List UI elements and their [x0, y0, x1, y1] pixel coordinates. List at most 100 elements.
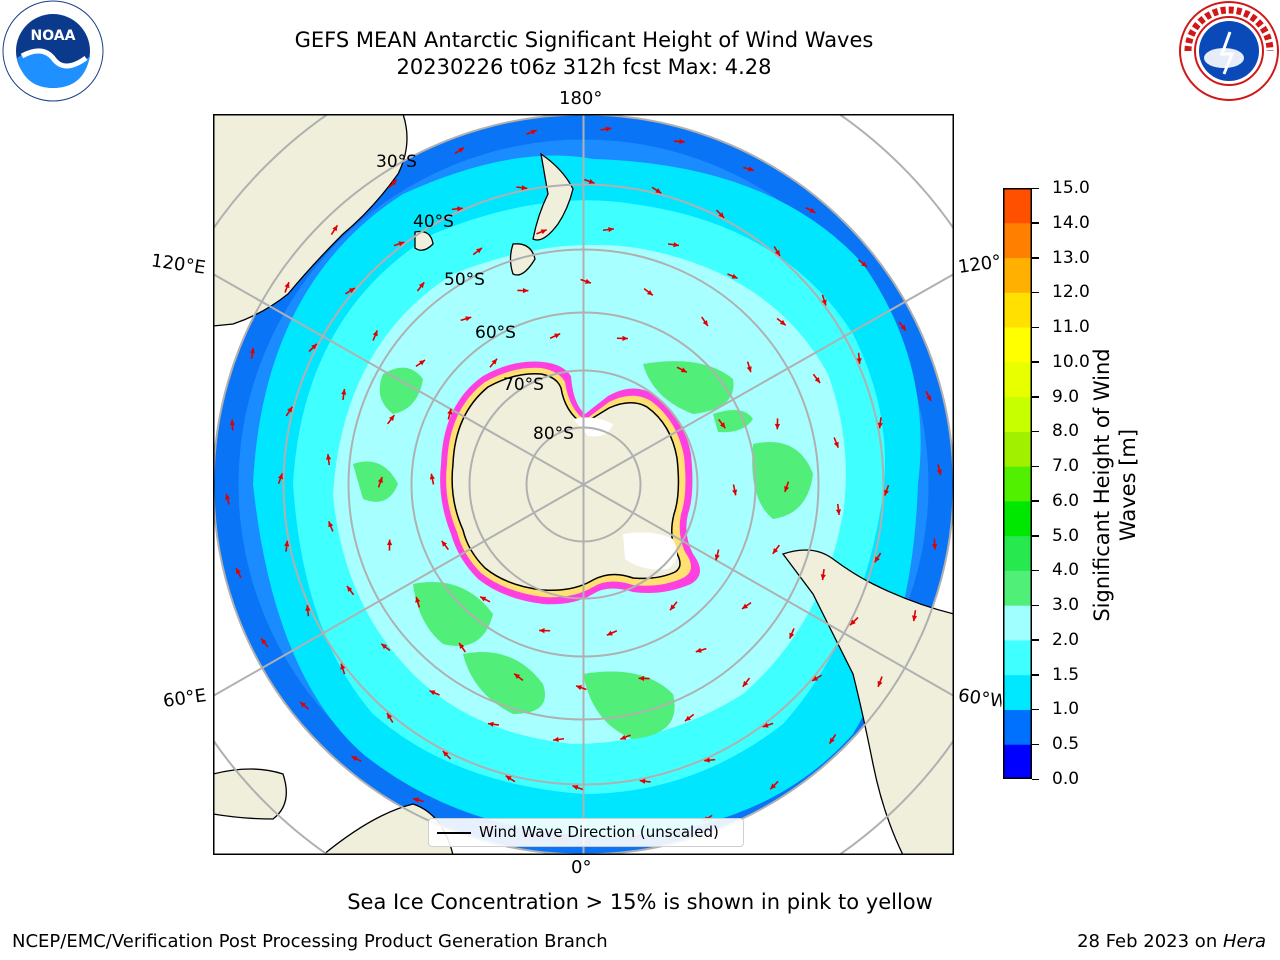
svg-text:NOAA: NOAA [31, 28, 76, 44]
lat-label-70s: 70°S [503, 375, 544, 395]
wind-arrow-head [287, 406, 293, 413]
wind-arrow-head [784, 486, 790, 492]
wind-direction-arrows [225, 126, 942, 843]
wind-arrow-head [789, 632, 795, 639]
wind-arrow-head [465, 316, 472, 322]
lon-label-120e: 120°E [149, 250, 207, 279]
wind-arrow-head [284, 540, 290, 547]
wind-arrow-head [441, 540, 448, 547]
wind-arrow-head [459, 643, 465, 649]
wind-arrow-head [655, 188, 662, 194]
wind-arrow-head [332, 225, 338, 232]
wind-arrow-head [746, 366, 752, 373]
lat-label-80s: 80°S [533, 424, 574, 444]
colorbar-tick-mark [1032, 222, 1039, 224]
colorbar-tick-mark [1032, 326, 1039, 329]
wind-arrow-head [553, 736, 559, 743]
nws-logo-icon [1178, 0, 1280, 102]
wind-arrow-head [714, 554, 720, 561]
wind-arrow-head [341, 388, 347, 395]
wind-arrow-head [669, 604, 676, 611]
colorbar-title: Significant Height of Wind Waves [m] [1090, 348, 1140, 622]
wind-arrow-head [821, 299, 827, 306]
wind-arrow-head [328, 521, 334, 528]
wind-arrow-head [620, 734, 627, 740]
lat-label-30s: 30°S [376, 152, 417, 172]
wind-arrow-head [225, 493, 231, 500]
polar-map [213, 114, 954, 855]
lat-label-40s: 40°S [413, 212, 454, 232]
wind-arrow-head [779, 319, 786, 326]
colorbar-band [1003, 744, 1032, 780]
wind-arrow-head [429, 690, 436, 696]
colorbar-tick-label: 13.0 [1052, 247, 1090, 268]
wind-arrow-head [936, 469, 942, 476]
wind-arrow-head [774, 249, 780, 256]
wind-arrow-head [911, 615, 918, 622]
wind-arrow-head [719, 422, 726, 429]
wind-arrow-head [814, 377, 821, 384]
wind-arrow-head [429, 473, 435, 480]
map-legend: Wind Wave Direction (unscaled) [428, 818, 744, 847]
wind-arrow-head [530, 129, 537, 135]
colorbar-band [1003, 396, 1032, 432]
wind-arrow-head [413, 797, 419, 803]
lat-label-60s: 60°S [475, 323, 516, 343]
wind-arrow-head [284, 282, 290, 289]
colorbar-tick-mark [1032, 778, 1039, 780]
colorbar-tick-mark [1032, 743, 1039, 746]
colorbar-tick-mark [1032, 396, 1039, 398]
wind-arrow-head [418, 282, 425, 289]
continents [213, 114, 954, 855]
colorbar-tick-mark [1032, 291, 1039, 294]
colorbar-tick-label: 10.0 [1052, 351, 1090, 372]
wind-arrow-head [554, 333, 561, 339]
colorbar-band [1003, 292, 1032, 328]
colorbar-tick-mark [1032, 187, 1039, 189]
wind-arrow-head [809, 207, 816, 213]
wind-arrow-head [762, 722, 769, 728]
wind-arrow-head [229, 419, 235, 425]
wind-arrow-head [442, 751, 449, 757]
wind-arrow-head [926, 394, 931, 401]
wind-arrow-head [348, 288, 355, 294]
sea-ice-note: Sea Ice Concentration > 15% is shown in … [347, 890, 933, 914]
wind-arrow-head [305, 605, 311, 611]
colorbar-tick-mark [1032, 361, 1039, 363]
wave-height-field [213, 114, 954, 855]
wind-arrow-head [346, 585, 353, 592]
colorbar [1003, 188, 1032, 780]
colorbar-band [1003, 535, 1032, 571]
colorbar-tick-label: 8.0 [1052, 421, 1080, 442]
wind-arrow-head [608, 226, 614, 233]
wind-arrow-head [480, 596, 487, 602]
wind-arrow-head [606, 630, 613, 636]
colorbar-tick-label: 4.0 [1052, 560, 1080, 581]
wind-arrow-head [673, 242, 680, 248]
wind-arrow-head [850, 619, 856, 626]
wind-arrow-head [774, 423, 781, 430]
colorbar-tick-label: 0.0 [1052, 769, 1080, 789]
legend-label: Wind Wave Direction (unscaled) [479, 823, 719, 841]
colorbar-tick-mark [1032, 674, 1039, 676]
wind-arrow-head [742, 680, 749, 687]
wind-arrow-head [540, 229, 547, 235]
wind-arrow-head [684, 715, 691, 722]
colorbar-band [1003, 639, 1032, 676]
wind-arrow-head [646, 289, 653, 296]
wind-arrow-head [585, 278, 591, 284]
wind-arrow-head [829, 737, 835, 744]
wind-arrow-head [391, 179, 397, 186]
wind-arrow-head [300, 702, 306, 708]
wind-arrow-head [458, 147, 465, 153]
wind-arrow-head [514, 673, 521, 680]
wind-arrow-head [381, 643, 388, 650]
wind-arrow-head [900, 324, 906, 331]
colorbar-tick-mark [1032, 500, 1039, 502]
chart-subtitle: 20230226 t06z 312h fcst Max: 4.28 [396, 55, 772, 79]
wind-arrow-head [398, 241, 405, 247]
lat-label-50s: 50°S [444, 270, 485, 290]
colorbar-tick-mark [1032, 465, 1039, 468]
colorbar-tick-label: 3.0 [1052, 595, 1080, 616]
colorbar-band [1003, 188, 1032, 224]
